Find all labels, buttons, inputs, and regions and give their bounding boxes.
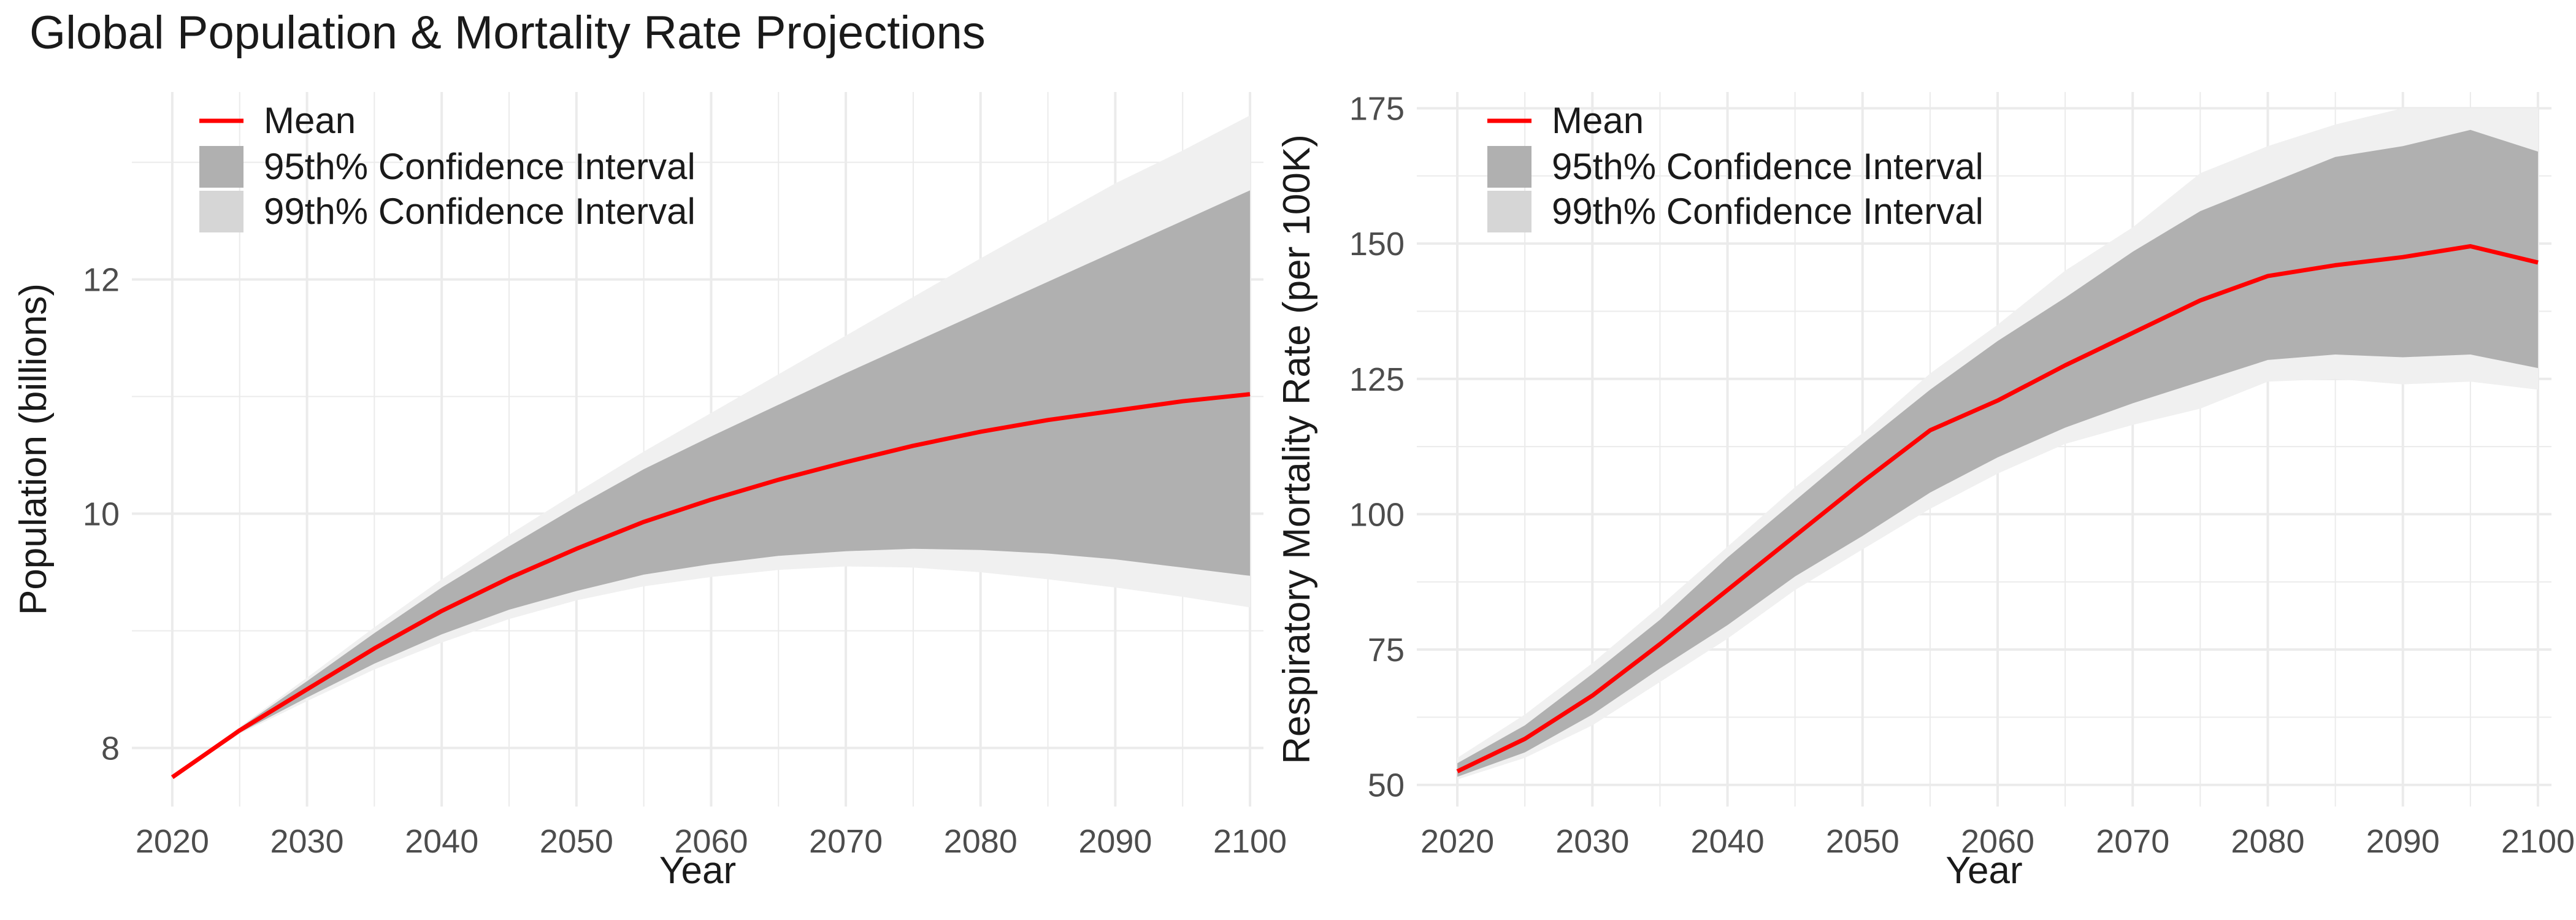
x-tick-label: 2030 <box>270 823 343 860</box>
x-tick-label: 2100 <box>2501 823 2575 860</box>
x-tick-label: 2080 <box>944 823 1018 860</box>
x-tick-label: 2040 <box>1690 823 1764 860</box>
x-tick-label: 2080 <box>2231 823 2304 860</box>
legend-ci99-key <box>1487 191 1531 232</box>
legend-ci95-key <box>199 146 243 188</box>
legend-label: 99th% Confidence Interval <box>264 191 696 232</box>
y-tick-label: 10 <box>83 496 120 533</box>
legend-label: Mean <box>1552 100 1644 141</box>
x-tick-label: 2070 <box>809 823 883 860</box>
y-tick-label: 50 <box>1368 767 1405 804</box>
y-tick-label: 150 <box>1349 226 1405 263</box>
x-tick-label: 2030 <box>1555 823 1629 860</box>
x-tick-label: 2040 <box>405 823 478 860</box>
mortality-panel: 2020 2030 2040 2050 2060 2070 2080 2090 2100 50 75… <box>1276 90 2575 892</box>
y-tick-label: 75 <box>1368 632 1405 669</box>
legend-label: 99th% Confidence Interval <box>1552 191 1984 232</box>
ci95-band <box>1457 129 2538 777</box>
x-tick-label: 2050 <box>540 823 613 860</box>
y-tick-label: 8 <box>101 730 120 767</box>
legend-label: Mean <box>264 100 356 141</box>
x-tick-label: 2020 <box>1420 823 1494 860</box>
x-tick-label: 2060 <box>1961 823 2034 860</box>
y-axis-label: Population (billions) <box>12 283 55 615</box>
y-tick-label: 125 <box>1349 361 1405 398</box>
mean-line <box>1456 244 2539 773</box>
legend-ci95-key <box>1487 146 1531 188</box>
x-tick-label: 2020 <box>136 823 209 860</box>
x-tick-label: 2100 <box>1213 823 1287 860</box>
x-tick-label: 2090 <box>2366 823 2440 860</box>
legend-ci99-key <box>199 191 243 232</box>
x-tick-label: 2050 <box>1826 823 1899 860</box>
x-axis-label: Year <box>659 849 736 892</box>
x-axis-label: Year <box>1945 849 2022 892</box>
x-tick-label: 2070 <box>2096 823 2169 860</box>
y-tick-label: 100 <box>1349 496 1405 533</box>
population-panel: 2020 2030 2040 2050 2060 2070 2080 2090 2100 8 10 1… <box>12 92 1287 892</box>
y-axis-label: Respiratory Mortality Rate (per 100K) <box>1276 134 1318 764</box>
y-tick-label: 12 <box>83 262 120 299</box>
legend-label: 95th% Confidence Interval <box>264 146 696 187</box>
x-tick-label: 2090 <box>1078 823 1152 860</box>
x-tick-label: 2060 <box>674 823 748 860</box>
chart-title: Global Population & Mortality Rate Proje… <box>29 7 986 59</box>
ci95-band <box>172 190 1250 778</box>
y-tick-label: 175 <box>1349 90 1405 127</box>
legend-label: 95th% Confidence Interval <box>1552 146 1984 187</box>
mean-line <box>171 392 1251 780</box>
